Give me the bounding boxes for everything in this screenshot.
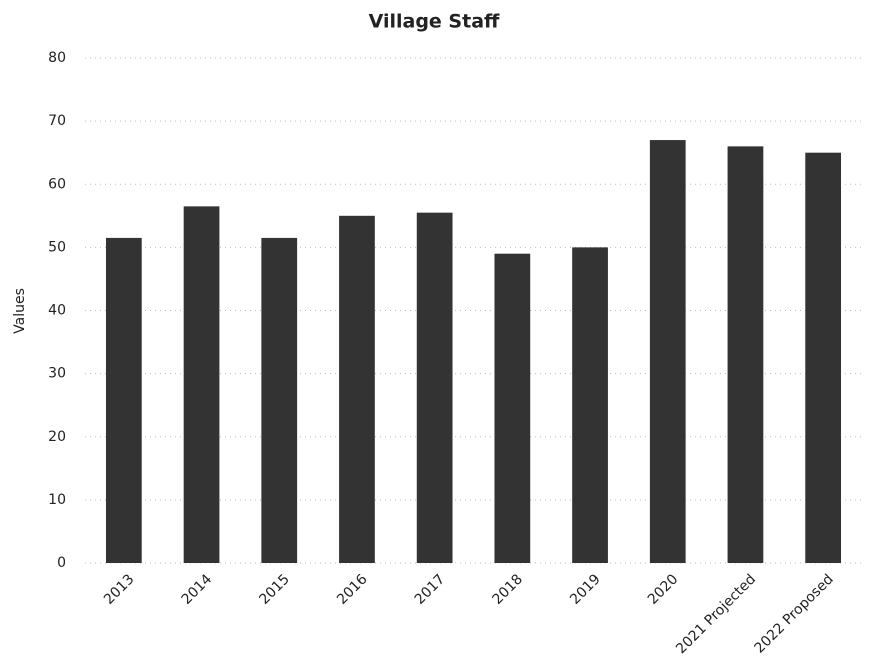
y-tick-label: 10 bbox=[48, 492, 66, 508]
bar bbox=[494, 253, 531, 563]
bar bbox=[727, 146, 764, 563]
y-tick-label: 30 bbox=[48, 366, 66, 382]
y-tick-label: 40 bbox=[48, 303, 66, 319]
y-tick-label: 80 bbox=[48, 50, 66, 66]
y-tick-label: 60 bbox=[48, 176, 66, 192]
x-tick-label: 2015 bbox=[256, 571, 293, 608]
y-tick-label: 70 bbox=[48, 113, 66, 129]
y-axis-label: Values bbox=[12, 288, 28, 334]
x-tick-label: 2018 bbox=[489, 571, 526, 608]
x-tick-label: 2016 bbox=[334, 571, 371, 608]
y-tick-label: 50 bbox=[48, 239, 66, 255]
y-tick-label: 20 bbox=[48, 429, 66, 445]
x-tick-label: 2013 bbox=[101, 571, 138, 608]
bar bbox=[416, 212, 453, 563]
x-tick-label: 2017 bbox=[412, 571, 449, 608]
bar bbox=[805, 152, 842, 563]
x-tick-label: 2014 bbox=[179, 571, 216, 608]
bar bbox=[183, 206, 220, 563]
x-tick-label: 2020 bbox=[645, 571, 682, 608]
x-tick-label: 2022 Proposed bbox=[752, 571, 837, 656]
y-tick-label: 0 bbox=[57, 555, 66, 571]
bar bbox=[261, 237, 298, 563]
bar bbox=[572, 247, 608, 563]
x-tick-label: 2021 Projected bbox=[673, 571, 759, 656]
bar bbox=[105, 237, 142, 563]
x-tick-label: 2019 bbox=[567, 571, 604, 608]
chart-title: Village Staff bbox=[369, 11, 500, 33]
bar bbox=[649, 140, 686, 563]
bar bbox=[339, 215, 375, 563]
